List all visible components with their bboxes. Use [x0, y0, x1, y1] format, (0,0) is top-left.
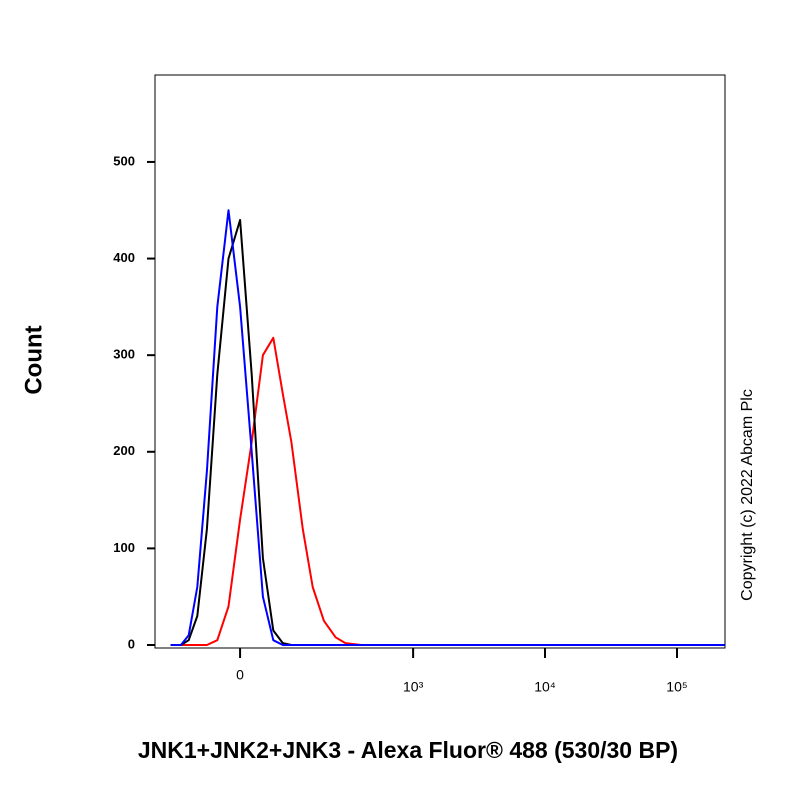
plot-frame: [154, 74, 726, 649]
y-tick-label: 500: [113, 153, 135, 168]
x-axis-title: JNK1+JNK2+JNK3 - Alexa Fluor® 488 (530/3…: [138, 737, 678, 763]
y-tick-label: 400: [113, 250, 135, 265]
y-tick-label: 0: [128, 636, 135, 651]
x-tick-label: 10⁴: [534, 679, 556, 695]
histogram-line: [170, 209, 725, 646]
x-tick-label: 10³: [403, 679, 424, 695]
copyright: Copyright (c) 2022 Abcam Plc: [739, 389, 756, 601]
y-tick-label: 100: [113, 540, 135, 555]
y-tick-label: 300: [113, 347, 135, 362]
y-tick-label: 200: [113, 443, 135, 458]
y-axis-title: Count: [20, 325, 47, 394]
histogram-line: [170, 336, 725, 646]
x-tick-label: 0: [236, 667, 244, 683]
x-tick-label: 10⁵: [666, 679, 687, 695]
